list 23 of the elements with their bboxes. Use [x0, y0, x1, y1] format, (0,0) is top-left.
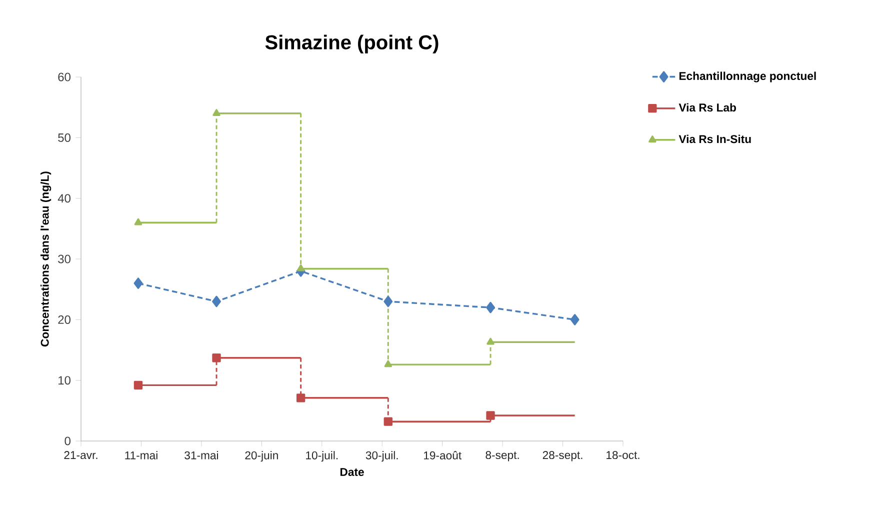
- x-tick-label: 30-juil.: [366, 451, 398, 462]
- x-tick-label: 19-août: [424, 451, 462, 460]
- y-tick-label: 40: [58, 194, 70, 203]
- y-tick-label: 0: [64, 436, 70, 446]
- y-tick-label: 50: [58, 133, 70, 142]
- y-tick-label: 20: [58, 315, 70, 324]
- x-tick-label: 10-juil.: [306, 451, 338, 462]
- x-tick-label: 11-mai: [125, 451, 158, 460]
- chart-title: Simazine (point C): [265, 34, 438, 54]
- x-tick-label: 8-sept.: [486, 451, 519, 462]
- legend-label: Via Rs Lab: [678, 103, 736, 112]
- x-tick-label: 31-mai: [184, 451, 218, 460]
- x-tick-label: 21-avr.: [64, 451, 98, 460]
- y-axis-title: Concentrations dans l'eau (ng/L): [40, 172, 52, 346]
- x-tick-label: 20-juin: [245, 451, 278, 462]
- x-axis-title: Date: [340, 468, 364, 476]
- x-tick-label: 28-sept.: [542, 451, 582, 462]
- y-tick-label: 10: [58, 376, 70, 385]
- y-tick-label: 30: [58, 254, 70, 264]
- legend-label: Via Rs In-Situ: [678, 134, 751, 144]
- y-tick-label: 60: [58, 72, 70, 82]
- x-tick-label: 18-oct.: [606, 451, 640, 460]
- legend-label: Echantillonnage ponctuel: [679, 72, 816, 82]
